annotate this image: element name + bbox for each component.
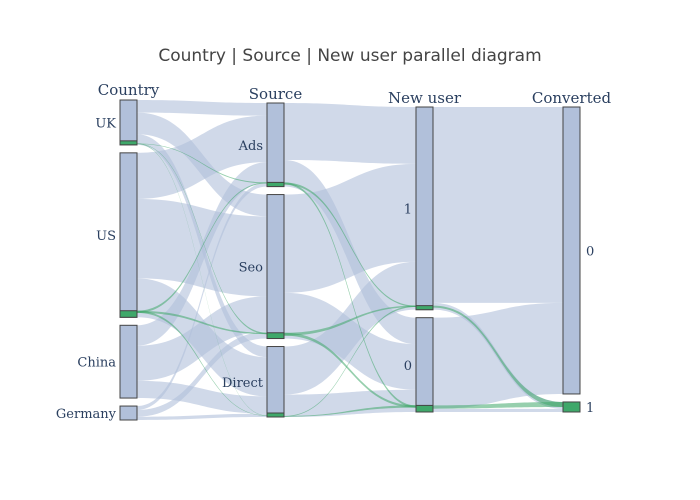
ribbon-source-ads-to-1[interactable] [284,103,416,164]
ribbon-converted-uk-to-seo[interactable] [137,143,267,335]
category-label-converted-1: 1 [586,401,594,416]
ribbon-converted-us-to-ads[interactable] [137,182,267,313]
ribbon-converted-ads-to-1[interactable] [284,182,416,307]
converted-strip-source-ads[interactable] [266,181,285,188]
chart-title: Country | Source | New user parallel dia… [158,46,541,66]
category-bar-source-ads[interactable] [266,102,285,188]
dimension-label-new-user: New user [388,89,462,107]
ribbon-converted-uk-to-direct[interactable] [137,143,267,416]
ribbon-country-germany-to-ads[interactable] [137,182,267,410]
ribbon-new-user-1-to-0[interactable] [433,107,563,303]
category-label-source-direct: Direct [222,376,264,391]
ribbon-converted-ads-to-0[interactable] [284,182,416,408]
ribbon-country-china-to-ads[interactable] [137,162,267,346]
ribbon-converted-direct-to-1[interactable] [284,305,416,417]
converted-strip-source-direct[interactable] [266,412,285,418]
category-bar-new-user-0[interactable] [415,317,434,413]
category-label-new-user-0: 0 [404,359,412,374]
ribbon-converted-uk-to-ads[interactable] [137,143,267,184]
converted-strip-new-user-1[interactable] [415,305,434,311]
category-bar-country-germany[interactable] [119,405,138,421]
category-bar-new-user-1[interactable] [415,106,434,311]
converted-strip-country-uk[interactable] [119,140,138,146]
category-label-new-user-1: 1 [404,202,412,217]
ribbon-converted-seo-to-1[interactable] [284,305,416,336]
ribbon-source-direct-to-0[interactable] [284,389,416,417]
ribbon-converted-direct-to-0[interactable] [284,405,416,417]
category-label-country-china: China [77,356,116,371]
converted-strip-country-us[interactable] [119,310,138,318]
category-label-converted-0: 0 [586,244,594,259]
ribbon-converted-us-to-direct[interactable] [137,310,267,416]
dimension-label-source: Source [249,85,303,103]
dimension-label-converted: Converted [532,89,612,107]
ribbon-new-user-0-to-1[interactable] [433,408,563,412]
category-bar-layer [119,99,581,421]
category-label-country-us: US [96,229,116,244]
label-layer: Country UK US China Germany Source Ads Seo Direc… [56,81,612,422]
converted-strip-new-user-0[interactable] [415,404,434,413]
ribbon-converted-1-to-1[interactable] [433,305,563,407]
ribbon-converted-seo-to-0[interactable] [284,332,416,408]
ribbon-country-uk-to-ads[interactable] [137,100,267,116]
ribbon-country-us-to-ads[interactable] [137,115,267,199]
ribbon-country-germany-to-seo[interactable] [137,331,267,417]
ribbon-country-china-to-direct[interactable] [137,380,267,414]
category-bar-country-china[interactable] [119,324,138,399]
category-label-source-seo: Seo [239,261,264,276]
category-bar-converted-0[interactable] [562,106,581,395]
category-label-source-ads: Ads [238,139,263,154]
ribbon-country-germany-to-direct[interactable] [137,413,267,420]
category-bar-converted-1[interactable] [562,401,581,413]
converted-strip-source-seo[interactable] [266,332,285,340]
ribbon-converted-0-to-1[interactable] [433,401,563,409]
ribbon-country-china-to-seo[interactable] [137,296,267,381]
category-bar-country-uk[interactable] [119,99,138,146]
dimension-label-country: Country [98,81,160,99]
category-bar-country-us[interactable] [119,152,138,318]
category-bar-source-seo[interactable] [266,194,285,340]
category-label-country-uk: UK [95,116,116,131]
ribbon-layer [137,100,563,420]
ribbon-source-direct-to-1[interactable] [284,261,416,395]
category-label-country-germany: Germany [56,407,117,422]
category-bar-source-direct[interactable] [266,346,285,418]
ribbon-converted-us-to-seo[interactable] [137,310,267,335]
